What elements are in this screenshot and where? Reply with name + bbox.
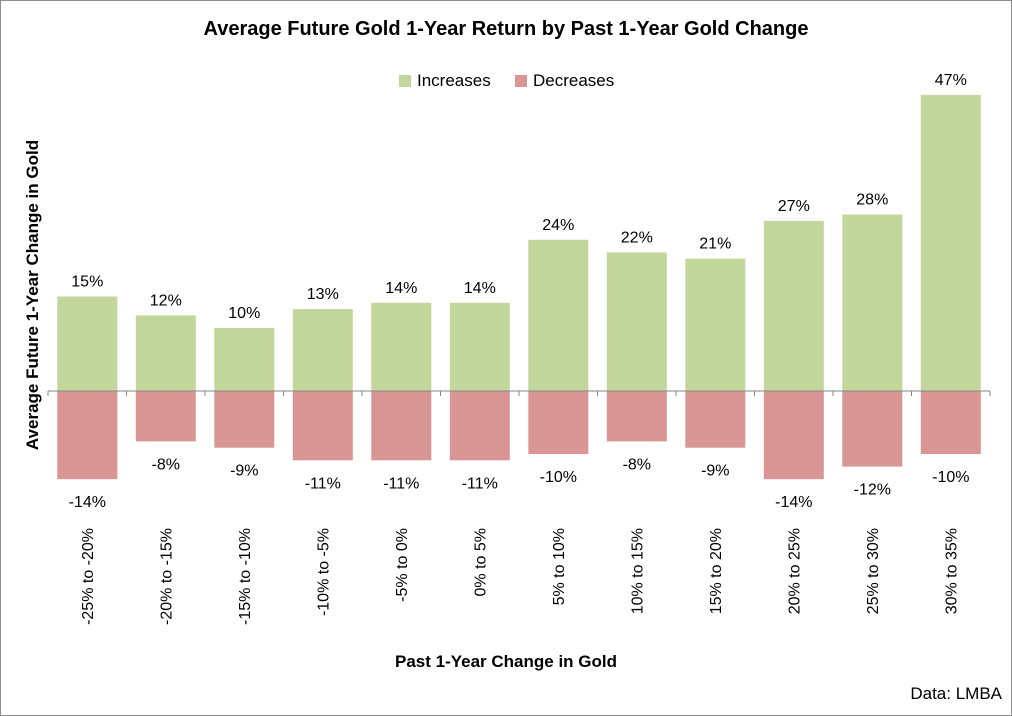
increase-value-label: 21% (699, 236, 731, 253)
decrease-value-label: -14% (69, 494, 106, 511)
x-tick-label: -20% to -15% (158, 528, 175, 625)
increase-bar (920, 94, 981, 392)
x-tick-label: 0% to 5% (472, 528, 489, 596)
decrease-bar (57, 391, 118, 480)
legend-swatch-decreases (515, 75, 527, 87)
legend-swatch-increases (399, 75, 411, 87)
decrease-bar (685, 391, 746, 448)
decrease-value-label: -9% (701, 463, 729, 480)
increase-value-label: 22% (621, 229, 653, 246)
decrease-bar (763, 391, 824, 480)
increase-value-label: 24% (542, 217, 574, 234)
increase-value-label: 14% (385, 280, 417, 297)
increase-bar (449, 302, 510, 391)
increase-bar (292, 309, 353, 391)
increase-bar (685, 258, 746, 391)
decrease-bar (371, 391, 432, 461)
increase-value-label: 28% (856, 192, 888, 209)
increase-value-label: 27% (778, 198, 810, 215)
decrease-bar (606, 391, 667, 442)
decrease-value-label: -11% (462, 475, 498, 492)
decrease-value-label: -10% (540, 469, 577, 486)
increase-value-label: 13% (307, 286, 339, 303)
decrease-value-label: -10% (932, 469, 969, 486)
decrease-bar (135, 391, 196, 442)
chart-title: Average Future Gold 1-Year Return by Pas… (203, 18, 809, 40)
x-tick-label: -5% to 0% (394, 528, 411, 602)
increase-bar (214, 328, 275, 391)
decrease-value-label: -14% (775, 494, 812, 511)
x-tick-label: -10% to -5% (315, 528, 332, 616)
decrease-bar (842, 391, 903, 467)
increase-bar (528, 239, 589, 391)
increase-value-label: 10% (228, 305, 260, 322)
increase-value-label: 47% (935, 72, 967, 89)
increase-value-label: 12% (150, 292, 182, 309)
increase-bar (135, 315, 196, 391)
x-tick-label: 25% to 30% (865, 528, 882, 614)
increase-bar (371, 302, 432, 391)
legend-label-decreases: Decreases (533, 71, 615, 90)
x-tick-label: 30% to 35% (943, 528, 960, 614)
decrease-value-label: -9% (230, 463, 258, 480)
decrease-bar (292, 391, 353, 461)
x-tick-label: 5% to 10% (551, 528, 568, 605)
x-tick-label: -15% to -10% (237, 528, 254, 625)
decrease-bar (920, 391, 981, 454)
decrease-bar (214, 391, 275, 448)
x-tick-label: -25% to -20% (80, 528, 97, 625)
x-tick-label: 15% to 20% (708, 528, 725, 614)
increase-value-label: 15% (71, 274, 103, 291)
x-tick-label: 20% to 25% (786, 528, 803, 614)
decrease-value-label: -12% (854, 482, 891, 499)
x-axis-label: Past 1-Year Change in Gold (394, 652, 617, 671)
increase-bar (57, 296, 118, 391)
source-note: Data: LMBA (910, 684, 1002, 703)
increase-value-label: 14% (464, 280, 496, 297)
increase-bar (842, 214, 903, 391)
x-tick-label: 10% to 15% (629, 528, 646, 614)
decrease-value-label: -8% (623, 456, 651, 473)
decrease-bar (528, 391, 589, 454)
decrease-value-label: -11% (305, 475, 341, 492)
decrease-value-label: -11% (383, 475, 419, 492)
legend-label-increases: Increases (417, 71, 491, 90)
decrease-bar (449, 391, 510, 461)
increase-bar (606, 252, 667, 391)
increase-bar (763, 220, 824, 391)
decrease-value-label: -8% (152, 456, 180, 473)
